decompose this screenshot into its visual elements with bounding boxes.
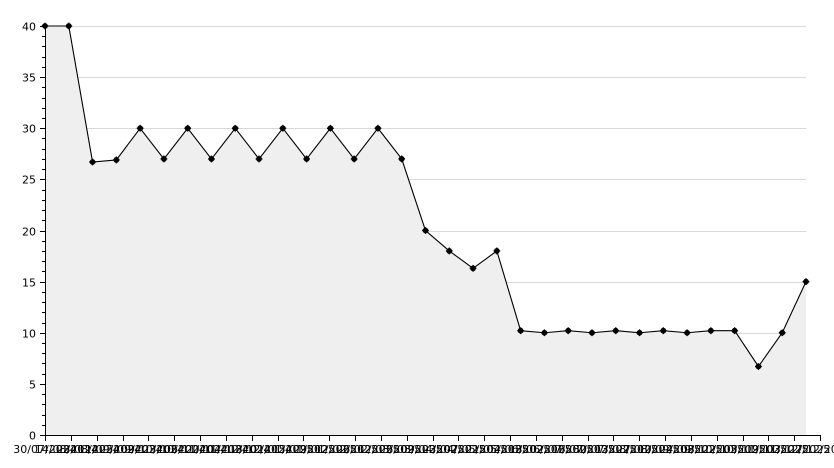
data-point-marker-cross: [208, 155, 215, 163]
x-axis-tick-labels: 30/07/202414/08/202428/08/202411/09/2024…: [13, 443, 834, 456]
x-axis-tick-label: 06/11/2024: [164, 443, 227, 456]
data-point-marker-cross: [160, 155, 168, 163]
data-point-marker-cross: [517, 327, 525, 335]
y-axis-tick-label: 30: [22, 123, 36, 136]
data-point-marker-cross: [398, 155, 406, 163]
x-axis-tick-label: 30/07/2025: [573, 443, 636, 456]
y-axis-tick-label: 10: [22, 328, 36, 341]
data-point-marker-cross: [588, 329, 596, 337]
data-point-marker-cross: [112, 156, 120, 164]
data-point-marker-cross: [136, 124, 144, 132]
x-axis-tick-label: 12/03/2025: [358, 443, 421, 456]
data-point-marker-cross: [802, 278, 810, 286]
x-axis-tick-label: 18/06/2025: [508, 443, 571, 456]
x-axis-tick-label: 30/07/2024: [13, 443, 76, 456]
data-point-marker-cross: [445, 247, 453, 255]
x-axis-tick-label: 11/09/2024: [78, 443, 141, 456]
x-axis-tick-label: 21/05/2025: [465, 443, 528, 456]
x-axis-tick-label: 23/04/2025: [422, 443, 485, 456]
x-axis-tick-label: 14/08/2024: [35, 443, 98, 456]
data-point-marker-cross: [184, 124, 192, 132]
data-point-marker-cross: [350, 155, 358, 163]
data-point-marker-cross: [731, 327, 739, 335]
x-axis-tick-label: 07/05/2025: [444, 443, 507, 456]
x-axis-tick-label: 26/02/2025: [336, 443, 399, 456]
data-point-marker-cross: [231, 124, 239, 132]
x-axis-tick-label: 20/11/2024: [185, 443, 248, 456]
data-point-marker-cross: [326, 124, 334, 132]
y-axis-tick-labels: 0 5 10 15 20 25 30 35 40: [22, 21, 36, 443]
y-axis-tick-label: 5: [29, 379, 36, 392]
data-point-marker-cross: [636, 329, 643, 337]
y-axis-tick-label: 35: [22, 72, 36, 85]
x-axis-tick-label: 22/10/2025: [702, 443, 765, 456]
x-axis-tick-label: 12/02/2025: [315, 443, 378, 456]
data-point-marker-cross: [707, 327, 715, 335]
data-point-marker-cross: [755, 363, 762, 370]
y-axis-tick-label: 40: [22, 21, 36, 34]
data-point-marker-cross: [541, 329, 548, 337]
y-axis-tick-label: 15: [22, 277, 36, 290]
x-axis-tick-label: 19/11/2025: [745, 443, 808, 456]
x-axis-tick-label: 04/06/2025: [487, 443, 550, 456]
y-axis-tick-label: 0: [29, 430, 36, 443]
x-axis-ticks: [45, 435, 821, 441]
x-axis-tick-label: 25/09/2024: [99, 443, 162, 456]
data-point-marker-cross: [303, 155, 310, 163]
x-axis-tick-label: 04/12/2024: [207, 443, 270, 456]
data-point-marker-cross: [683, 329, 691, 337]
x-axis-tick-label: 10/09/2025: [638, 443, 701, 456]
x-axis-tick-label: 18/12/2024: [229, 443, 292, 456]
data-point-marker-cross: [778, 329, 786, 337]
x-axis-tick-label: 03/12/2025: [767, 443, 830, 456]
x-axis-tick-label: 29/01/2025: [293, 443, 356, 456]
data-point-marker-cross: [422, 227, 429, 234]
data-point-marker-cross: [612, 327, 620, 335]
y-axis-ticks: [40, 26, 45, 436]
x-axis-tick-label: 23/10/2024: [142, 443, 205, 456]
x-axis-tick-label: 01/01/2025: [250, 443, 313, 456]
series-markers: [41, 22, 810, 370]
data-point-marker-cross: [279, 124, 287, 132]
data-point-marker-cross: [65, 22, 73, 30]
data-point-marker-cross: [255, 155, 263, 163]
data-point-marker-cross: [659, 327, 667, 335]
x-axis-tick-label: 15/01/2025: [272, 443, 335, 456]
x-axis-tick-label: 09/04/2025: [401, 443, 464, 456]
x-axis-tick-label: 28/08/2024: [56, 443, 119, 456]
x-axis-tick-label: 05/11/2025: [724, 443, 787, 456]
data-point-marker-cross: [564, 327, 572, 335]
x-axis-tick-label: 02/07/2025: [530, 443, 593, 456]
y-axis-tick-label: 20: [22, 226, 36, 239]
x-axis-tick-label: 24/09/2025: [659, 443, 722, 456]
data-point-marker-cross: [469, 264, 477, 272]
x-axis-tick-label: 27/12/2025: [788, 443, 834, 456]
y-axis-tick-label: 25: [22, 174, 36, 187]
x-axis-tick-label: 09/10/2024: [121, 443, 184, 456]
data-point-marker-cross: [89, 158, 96, 166]
x-axis-tick-label: 26/03/2025: [379, 443, 442, 456]
x-axis-tick-label: 13/08/2025: [595, 443, 658, 456]
x-axis-tick-label: 16/07/2025: [551, 443, 614, 456]
x-axis-tick-label: 27/08/2025: [616, 443, 679, 456]
x-axis-tick-label: 08/10/2025: [681, 443, 744, 456]
data-point-marker-cross: [374, 124, 382, 132]
data-point-marker-cross: [493, 247, 501, 255]
